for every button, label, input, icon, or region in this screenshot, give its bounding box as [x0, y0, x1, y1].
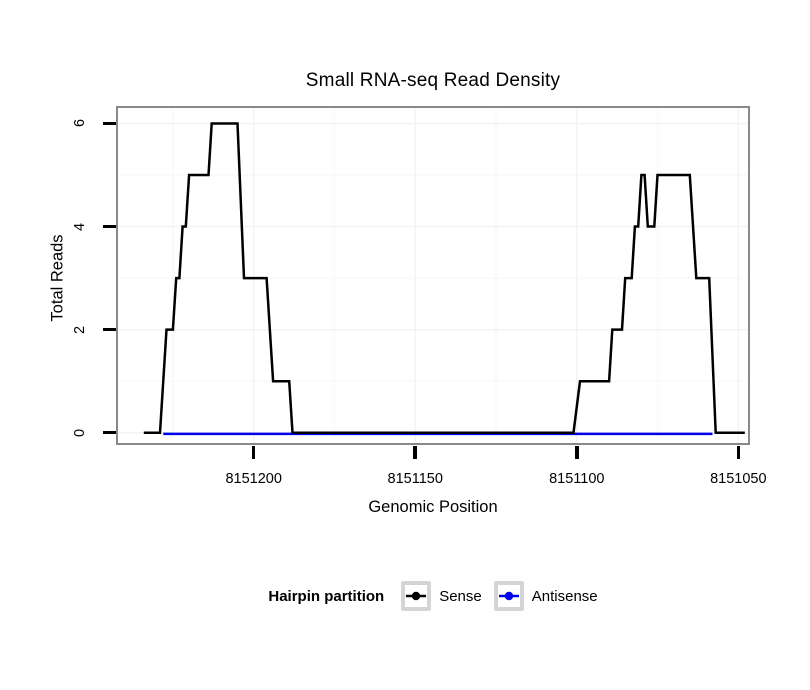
x-axis-tick-label: 8151200	[225, 471, 282, 487]
x-axis-tick	[413, 446, 417, 459]
x-axis-tick	[575, 446, 579, 459]
y-axis-tick-label: 6	[72, 119, 88, 128]
y-axis-tick-label: 4	[72, 222, 88, 231]
y-axis-tick	[103, 430, 116, 435]
legend-title: Hairpin partition	[268, 587, 385, 605]
y-axis-tick-label: 0	[72, 428, 88, 437]
x-axis-tick	[251, 446, 256, 459]
y-axis-tick	[103, 327, 116, 332]
antisense-line-dot-icon	[493, 581, 524, 611]
antisense-key-glyph-svg	[498, 591, 519, 601]
x-axis-tick-label: 8151050	[710, 471, 767, 487]
x-axis-title: Genomic Position	[368, 498, 498, 516]
legend-entry-sense: Sense	[401, 581, 482, 611]
legend-label-antisense: Antisense	[531, 587, 598, 605]
sense-line-dot-icon	[401, 581, 432, 611]
sense-key-glyph-svg	[406, 591, 427, 601]
plot-area-svg	[118, 108, 748, 443]
plot-panel	[116, 106, 750, 445]
x-axis-tick-label: 8151150	[387, 471, 443, 487]
x-axis-tick-label: 8151100	[549, 471, 605, 487]
legend-key-dot	[412, 591, 421, 601]
y-axis-title: Total Reads	[48, 234, 67, 322]
legend-key-dot	[504, 591, 513, 601]
y-axis-tick	[103, 224, 116, 229]
sense-series-line	[143, 122, 745, 434]
x-axis-tick	[736, 446, 741, 459]
y-axis-tick	[103, 121, 116, 126]
legend: Hairpin partition Sense Antisense	[118, 579, 748, 613]
chart-title: Small RNA-seq Read Density	[305, 70, 561, 91]
y-axis-tick-label: 2	[72, 325, 88, 334]
legend-label-sense: Sense	[439, 587, 482, 605]
legend-entry-antisense: Antisense	[493, 581, 598, 611]
